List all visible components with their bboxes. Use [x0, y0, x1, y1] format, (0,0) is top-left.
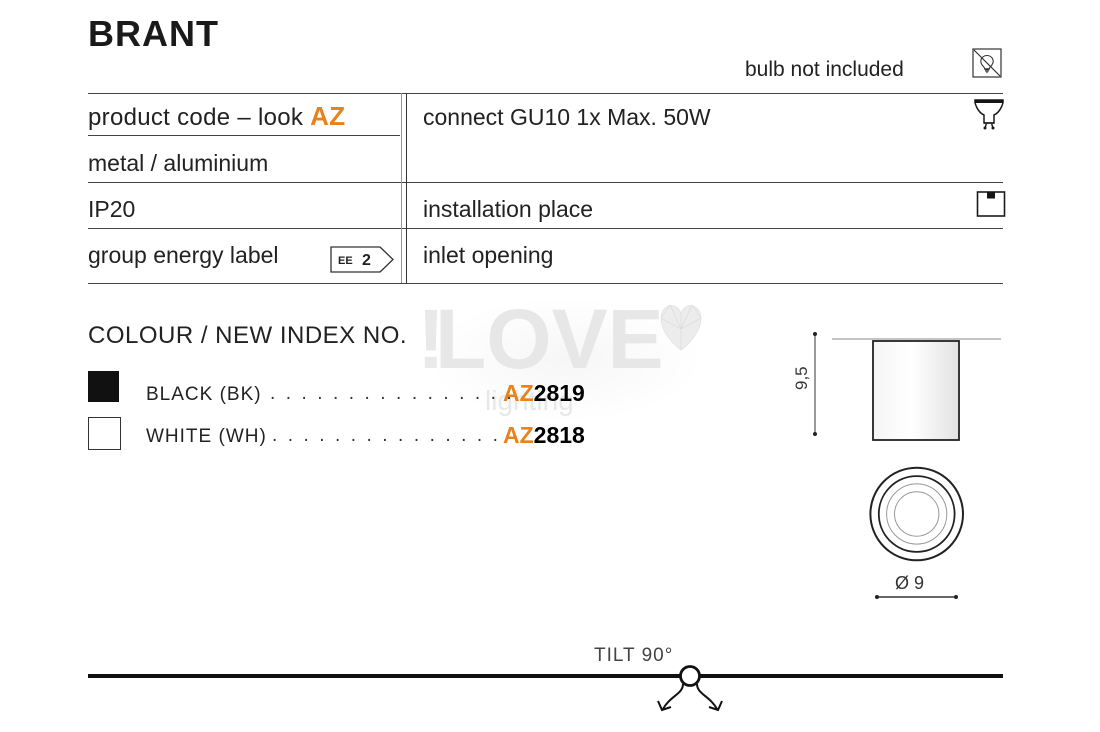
svg-text:Ø 9: Ø 9	[895, 573, 924, 593]
svg-text:TILT 90°: TILT 90°	[594, 645, 673, 666]
svg-text:9,5: 9,5	[792, 366, 811, 390]
